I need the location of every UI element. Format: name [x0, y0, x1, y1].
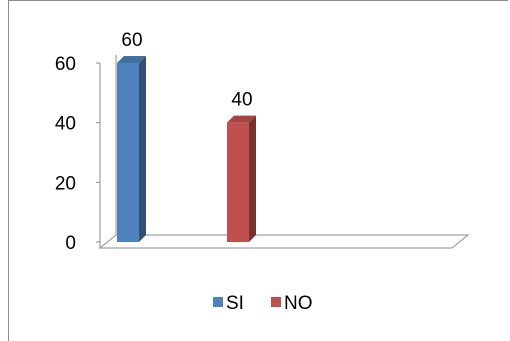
bar-top: [117, 56, 146, 63]
bars: [117, 56, 256, 242]
y-tick-labels: 0 20 40 60: [55, 54, 76, 254]
y-tick-label: 20: [55, 173, 76, 194]
bar-side: [139, 56, 146, 242]
data-label-si: 60: [121, 30, 142, 51]
bar-side: [249, 115, 256, 242]
bar-front: [117, 63, 139, 242]
bar-no: [227, 115, 256, 242]
legend-swatch: [213, 297, 223, 307]
legend: SI NO: [213, 293, 313, 314]
legend-swatch: [271, 297, 281, 307]
y-tick-label: 60: [55, 54, 76, 75]
chart-frame: [8, 0, 508, 341]
data-labels: 60 40: [121, 30, 252, 111]
bar-si: [117, 56, 146, 242]
bar-top: [227, 115, 256, 123]
legend-item-si: SI: [213, 293, 244, 314]
legend-label: NO: [284, 293, 313, 314]
y-tick-label: 40: [55, 114, 76, 135]
y-tick-label: 0: [65, 233, 76, 254]
data-label-no: 40: [231, 90, 252, 111]
bar-front: [227, 122, 249, 242]
legend-item-no: NO: [271, 293, 313, 314]
axis-layer: [96, 55, 470, 249]
floor-plane: [98, 234, 470, 249]
legend-label: SI: [226, 293, 244, 314]
